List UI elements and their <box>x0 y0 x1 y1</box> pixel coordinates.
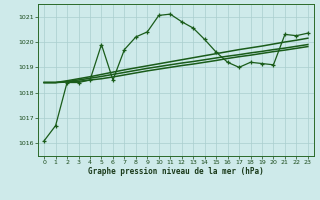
X-axis label: Graphe pression niveau de la mer (hPa): Graphe pression niveau de la mer (hPa) <box>88 167 264 176</box>
